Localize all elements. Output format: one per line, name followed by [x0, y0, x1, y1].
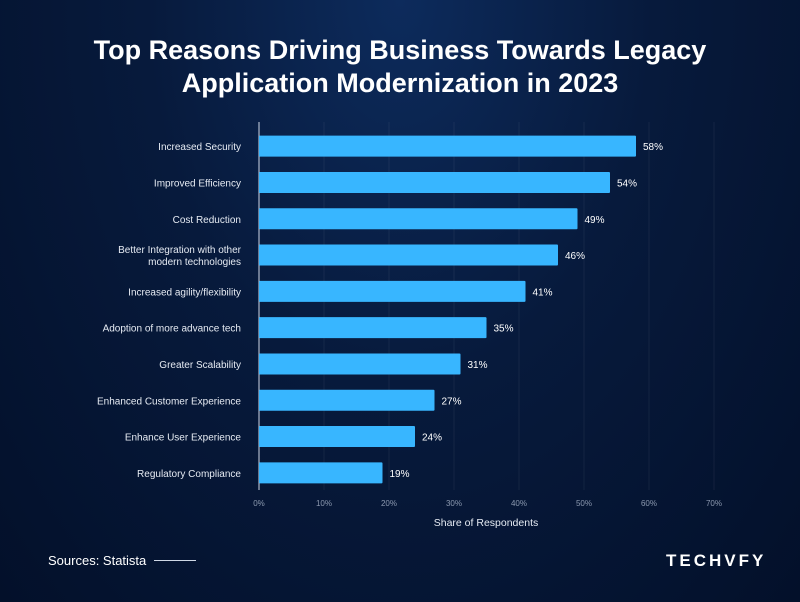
source-divider — [154, 560, 197, 561]
data-label: 54% — [617, 178, 637, 189]
source-text: Sources: Statista — [48, 553, 147, 568]
bar — [259, 462, 383, 484]
category-label: Better Integration with other — [118, 245, 242, 256]
data-label: 49% — [585, 215, 605, 226]
x-tick-label: 70% — [706, 499, 722, 508]
x-tick-label: 40% — [511, 499, 527, 508]
chart-title: Top Reasons Driving Business Towards Leg… — [0, 34, 800, 100]
category-label: Greater Scalability — [159, 360, 241, 371]
data-label: 35% — [494, 324, 514, 335]
x-tick-label: 0% — [253, 499, 265, 508]
bar — [259, 317, 487, 339]
x-axis-label: Share of Respondents — [434, 517, 539, 529]
title-line-1: Top Reasons Driving Business Towards Leg… — [93, 35, 707, 65]
bar — [259, 244, 558, 266]
bar — [259, 135, 636, 157]
data-label: 46% — [565, 251, 585, 262]
bar — [259, 171, 610, 193]
category-label: Enhanced Customer Experience — [97, 396, 241, 407]
x-tick-label: 30% — [446, 499, 462, 508]
category-label: Increased Security — [158, 142, 241, 153]
x-tick-label: 50% — [576, 499, 592, 508]
data-label: 24% — [422, 433, 442, 444]
category-label: Adoption of more advance tech — [103, 324, 241, 335]
category-label: Regulatory Compliance — [137, 469, 241, 480]
bar — [259, 208, 578, 230]
bar — [259, 389, 435, 411]
data-label: 41% — [533, 287, 553, 298]
bar — [259, 426, 415, 448]
bar — [259, 353, 461, 375]
x-tick-label: 10% — [316, 499, 332, 508]
data-label: 19% — [390, 469, 410, 480]
x-tick-label: 20% — [381, 499, 397, 508]
category-label: Increased agility/flexibility — [128, 287, 241, 298]
data-label: 58% — [643, 142, 663, 153]
data-label: 27% — [442, 396, 462, 407]
data-label: 31% — [468, 360, 488, 371]
bar — [259, 280, 526, 302]
category-label: Improved Efficiency — [154, 178, 241, 189]
category-label: Cost Reduction — [173, 215, 241, 226]
title-line-2: Application Modernization in 2023 — [181, 68, 619, 98]
techvfy-logo: TECHVFY — [666, 551, 767, 570]
category-label: modern technologies — [148, 257, 241, 268]
source-note: Sources: Statista — [48, 553, 197, 568]
category-label: Enhance User Experience — [125, 433, 242, 444]
x-tick-label: 60% — [641, 499, 657, 508]
